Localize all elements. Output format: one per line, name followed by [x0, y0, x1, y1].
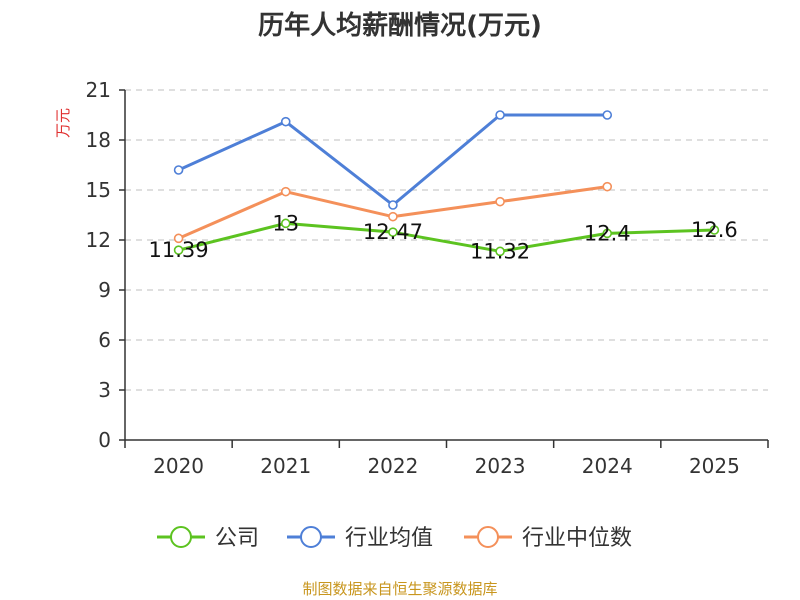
y-tick-label: 0	[98, 428, 111, 452]
data-labels: 11.39 13 12.47 11.32 12.4 12.6	[149, 211, 738, 263]
data-point	[280, 218, 291, 229]
x-tick-label: 2025	[689, 454, 740, 478]
y-tick-label: 12	[86, 228, 111, 252]
x-tick-label: 2021	[260, 454, 311, 478]
x-tick-label: 2024	[582, 454, 633, 478]
data-point	[495, 196, 505, 207]
data-source-note: 制图数据来自恒生聚源数据库	[302, 580, 497, 598]
legend-item-2[interactable]: 行业中位数	[464, 526, 632, 551]
data-point	[280, 116, 291, 127]
data-point	[280, 186, 291, 197]
series-1	[173, 110, 613, 210]
data-label: 11.32	[470, 239, 530, 263]
legend-marker	[477, 526, 499, 548]
series-0	[173, 218, 720, 257]
y-tick-label: 18	[86, 128, 111, 152]
y-tick-label: 21	[86, 78, 111, 102]
legend[interactable]: 公司 行业均值 行业中位数	[157, 526, 632, 551]
data-point	[388, 200, 398, 210]
data-point	[602, 110, 613, 120]
data-label: 11.39	[149, 238, 209, 262]
y-tick-label: 3	[98, 378, 111, 402]
data-label: 12.6	[691, 218, 738, 242]
series-line	[178, 221, 715, 253]
y-tick-label: 6	[98, 328, 111, 352]
chart-title: 历年人均薪酬情况(万元)	[258, 10, 542, 41]
data-point	[602, 228, 613, 239]
data-point	[173, 165, 184, 175]
legend-label: 行业中位数	[522, 526, 632, 551]
series-2	[173, 181, 613, 244]
legend-label: 公司	[215, 526, 259, 551]
series-lines	[173, 110, 720, 257]
legend-marker	[170, 526, 192, 548]
axes: 0 3 6 9 12 15 18 21 2020 2021 2022 2023 2024 2025	[86, 78, 769, 478]
y-tick-label: 15	[86, 178, 111, 202]
x-tick-label: 2020	[153, 454, 204, 478]
data-point	[709, 225, 720, 235]
y-tick-label: 9	[98, 278, 111, 302]
series-line	[177, 113, 608, 207]
legend-item-0[interactable]: 公司	[157, 526, 259, 551]
data-point	[388, 211, 398, 222]
legend-label: 行业均值	[345, 526, 433, 551]
data-point	[602, 181, 613, 192]
data-point	[173, 245, 184, 255]
data-point	[495, 110, 505, 120]
legend-item-1[interactable]: 行业均值	[287, 526, 433, 551]
data-point	[388, 227, 398, 237]
data-label: 13	[272, 211, 299, 235]
x-tick-label: 2023	[475, 454, 526, 478]
data-point	[173, 233, 184, 244]
y-axis-unit-label: 万元	[54, 108, 72, 138]
x-tick-label: 2022	[367, 454, 418, 478]
data-point	[495, 246, 505, 257]
data-label: 12.47	[363, 220, 423, 244]
legend-marker	[300, 526, 322, 548]
data-label: 12.4	[584, 221, 631, 245]
grid-lines	[125, 89, 768, 391]
